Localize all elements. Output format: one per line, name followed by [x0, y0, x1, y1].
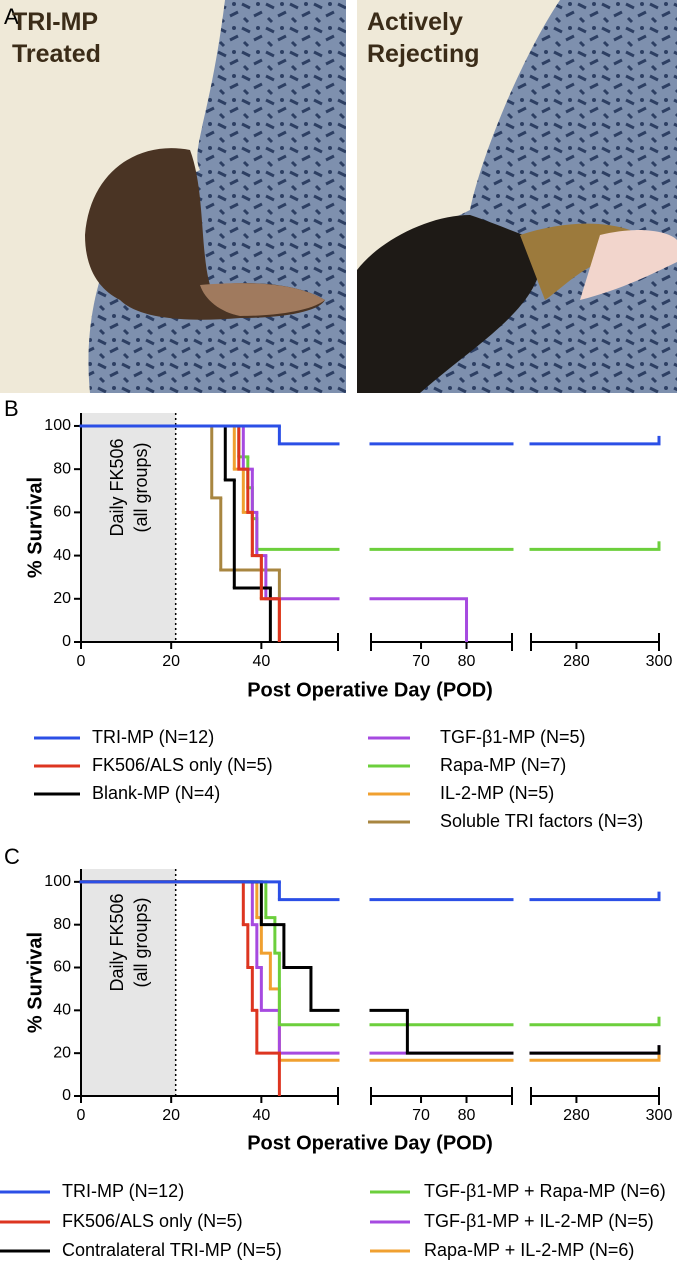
x-tick-label: 40	[252, 653, 270, 670]
x-tick-label: 0	[77, 653, 86, 670]
y-axis-title: % Survival	[24, 477, 46, 578]
photo-caption: Treated	[12, 40, 101, 68]
annotation: Daily FK506	[107, 438, 127, 536]
x-tick-label: 280	[563, 653, 590, 670]
photo-caption: Actively	[367, 8, 463, 36]
x-axis-title: Post Operative Day (POD)	[247, 1132, 493, 1154]
x-tick-label: 80	[458, 653, 476, 670]
x-tick-label: 40	[252, 1107, 270, 1124]
y-axis-title: % Survival	[24, 932, 46, 1033]
legend-label: TRI-MP (N=12)	[62, 1181, 184, 1201]
shaded-region	[81, 869, 176, 1096]
x-tick-label: 0	[77, 1107, 86, 1124]
photo-caption: TRI-MP	[12, 8, 98, 36]
annotation: Daily FK506	[107, 893, 127, 991]
survival-curve	[79, 880, 661, 902]
y-tick-label: 0	[62, 633, 71, 650]
x-tick-label: 80	[458, 1107, 476, 1124]
photo-right	[357, 0, 677, 393]
legend-label: Rapa-MP + IL-2-MP (N=6)	[424, 1240, 634, 1260]
panel-label: B	[4, 396, 19, 421]
shaded-region	[81, 413, 176, 642]
x-tick-label: 20	[162, 1107, 180, 1124]
x-tick-label: 280	[563, 1107, 590, 1124]
x-tick-label: 70	[412, 1107, 430, 1124]
x-tick-label: 300	[646, 653, 673, 670]
legend-label: TGF-β1-MP + Rapa-MP (N=6)	[424, 1181, 666, 1201]
legend-label: Rapa-MP (N=7)	[440, 755, 566, 775]
photo-left	[0, 0, 346, 393]
y-tick-label: 80	[53, 460, 71, 477]
legend-label: Contralateral TRI-MP (N=5)	[62, 1240, 282, 1260]
y-tick-label: 40	[53, 547, 71, 564]
annotation: (all groups)	[131, 442, 151, 532]
legend-label: TGF-β1-MP + IL-2-MP (N=5)	[424, 1211, 654, 1231]
legend-label: Soluble TRI factors (N=3)	[440, 811, 643, 831]
panel-label: A	[4, 4, 19, 29]
y-tick-label: 60	[53, 959, 71, 976]
x-tick-label: 20	[162, 653, 180, 670]
y-tick-label: 60	[53, 504, 71, 521]
survival-curve	[79, 424, 661, 446]
legend-label: TRI-MP (N=12)	[92, 727, 214, 747]
y-tick-label: 80	[53, 916, 71, 933]
legend-label: FK506/ALS only (N=5)	[62, 1211, 243, 1231]
y-tick-label: 20	[53, 590, 71, 607]
y-tick-label: 0	[62, 1087, 71, 1104]
legend-label: Blank-MP (N=4)	[92, 783, 220, 803]
y-tick-label: 100	[44, 873, 71, 890]
y-tick-label: 20	[53, 1044, 71, 1061]
panel-label: C	[4, 844, 20, 869]
x-axis-title: Post Operative Day (POD)	[247, 679, 493, 701]
x-tick-label: 70	[412, 653, 430, 670]
x-tick-label: 300	[646, 1107, 673, 1124]
annotation: (all groups)	[131, 897, 151, 987]
photo-caption: Rejecting	[367, 40, 480, 68]
legend-label: FK506/ALS only (N=5)	[92, 755, 273, 775]
y-tick-label: 100	[44, 417, 71, 434]
legend-label: TGF-β1-MP (N=5)	[440, 727, 586, 747]
legend-label: IL-2-MP (N=5)	[440, 783, 554, 803]
y-tick-label: 40	[53, 1002, 71, 1019]
